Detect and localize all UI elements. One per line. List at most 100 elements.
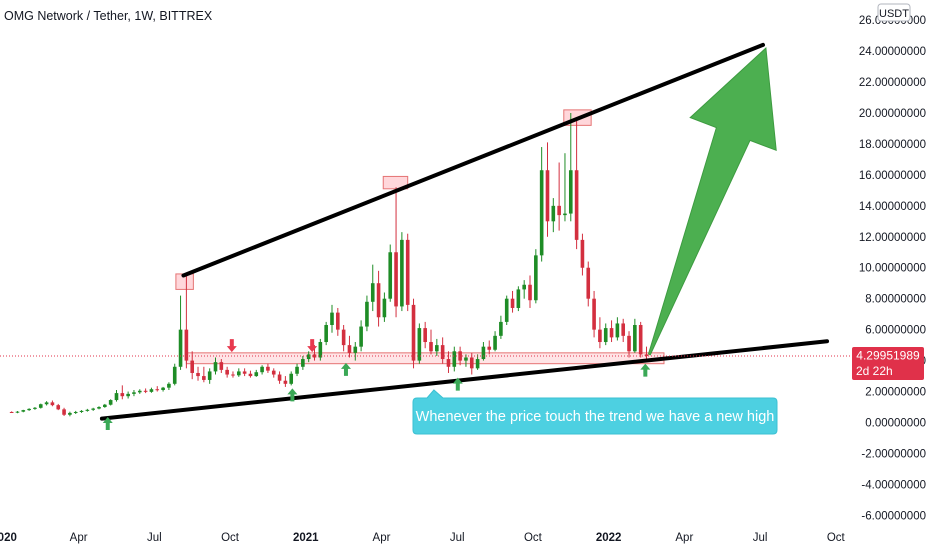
candle-body	[464, 357, 468, 361]
candle-down	[219, 359, 224, 373]
candle-body	[301, 359, 305, 367]
candle-body	[568, 170, 573, 214]
candle-down	[376, 270, 381, 327]
currency-badge[interactable]: USDT	[877, 3, 911, 22]
candle-body	[580, 239, 585, 268]
candle-body	[248, 373, 253, 377]
candle-down	[557, 162, 561, 231]
y-tick-label: 22.00000000	[859, 77, 926, 89]
candle-body	[353, 346, 358, 353]
time-axis[interactable]: 2020 Apr Jul Oct 2021 Apr Jul Oct 2022 Apr Jul Oct	[0, 532, 846, 544]
candle-down	[266, 363, 270, 373]
candle-up	[516, 286, 521, 312]
candle-down	[347, 335, 352, 358]
candle-up	[633, 318, 637, 353]
candle-body	[347, 345, 352, 353]
candle-body	[231, 374, 235, 376]
candle-up	[493, 331, 497, 352]
currency-label: USDT	[879, 8, 909, 20]
candle-body	[370, 283, 375, 302]
currency-badge-frame[interactable]	[877, 3, 911, 22]
candles	[9, 112, 649, 417]
candle-body	[394, 252, 398, 307]
candle-down	[120, 385, 125, 400]
candle-body	[318, 342, 323, 358]
annotation-bubble[interactable]	[412, 389, 778, 435]
y-tick-label: 14.00000000	[859, 201, 926, 213]
candle-body	[91, 408, 95, 410]
candle-body	[446, 359, 451, 367]
chart-header: OMG Network / Tether, 1W, BITTREX	[4, 9, 213, 23]
candle-body	[289, 373, 294, 384]
candle-body	[376, 283, 381, 318]
trendline-lower[interactable]	[99, 339, 830, 421]
candle-up	[289, 371, 294, 386]
candle-up	[38, 403, 43, 409]
candle-up	[79, 410, 84, 413]
candle-up	[137, 389, 142, 394]
green-up-arrow[interactable]	[647, 46, 777, 356]
y-tick-label: 2.00000000	[865, 387, 926, 399]
x-tick-label: Oct	[221, 532, 240, 544]
candle-down	[598, 317, 602, 349]
candle-body	[493, 335, 497, 350]
candle-body	[27, 408, 31, 411]
y-tick-label: 6.00000000	[865, 325, 926, 337]
candle-down	[405, 233, 410, 312]
up-arrow-marker	[102, 417, 113, 431]
candle-body	[137, 390, 142, 393]
candle-up	[301, 355, 305, 370]
candle-up	[114, 390, 119, 402]
candle-body	[132, 392, 136, 394]
candle-up	[172, 363, 177, 386]
y-tick-label: -4.00000000	[861, 479, 926, 491]
candle-down	[510, 290, 515, 313]
candle-body	[172, 366, 177, 384]
candle-up	[324, 321, 328, 346]
candle-down	[50, 400, 55, 407]
candle-body	[306, 354, 311, 360]
candle-up	[207, 368, 212, 384]
candle-body	[167, 383, 171, 388]
price-axis[interactable]: 26.0000000024.0000000022.0000000020.0000…	[859, 15, 926, 522]
up-arrow-marker	[287, 388, 298, 402]
candle-up	[481, 342, 486, 361]
trendline-upper[interactable]	[181, 42, 765, 278]
chart-title: OMG Network / Tether, 1W, BITTREX	[4, 9, 213, 23]
candle-body	[423, 328, 427, 343]
candle-up	[254, 369, 259, 377]
candle-body	[225, 369, 229, 375]
candle-up	[417, 323, 422, 364]
candle-up	[73, 410, 78, 414]
candle-body	[103, 404, 107, 408]
candle-up	[21, 409, 26, 413]
candle-up	[27, 408, 31, 411]
x-tick-label: 2021	[293, 532, 319, 544]
down-arrow-marker	[226, 339, 237, 353]
candle-up	[603, 323, 608, 346]
candle-up	[499, 315, 503, 339]
candle-up	[318, 338, 323, 361]
candle-body	[458, 351, 462, 361]
y-tick-label: 12.00000000	[859, 232, 926, 244]
candle-body	[85, 409, 90, 411]
candle-up	[539, 147, 544, 262]
candle-body	[621, 323, 626, 336]
x-tick-label: 2020	[0, 532, 17, 544]
candle-down	[225, 366, 229, 378]
candle-down	[580, 233, 585, 276]
candle-up	[388, 244, 393, 302]
candle-body	[475, 359, 480, 369]
candle-body	[266, 366, 270, 371]
candle-down	[487, 340, 492, 355]
candle-body	[73, 411, 78, 413]
candle-down	[627, 331, 631, 358]
y-tick-label: 20.00000000	[859, 108, 926, 120]
annotation-callout[interactable]: Whenever the price touch the trend we ha…	[412, 389, 778, 435]
candle-up	[464, 354, 468, 367]
x-tick-label: Jul	[753, 532, 768, 544]
candle-down	[271, 368, 276, 378]
